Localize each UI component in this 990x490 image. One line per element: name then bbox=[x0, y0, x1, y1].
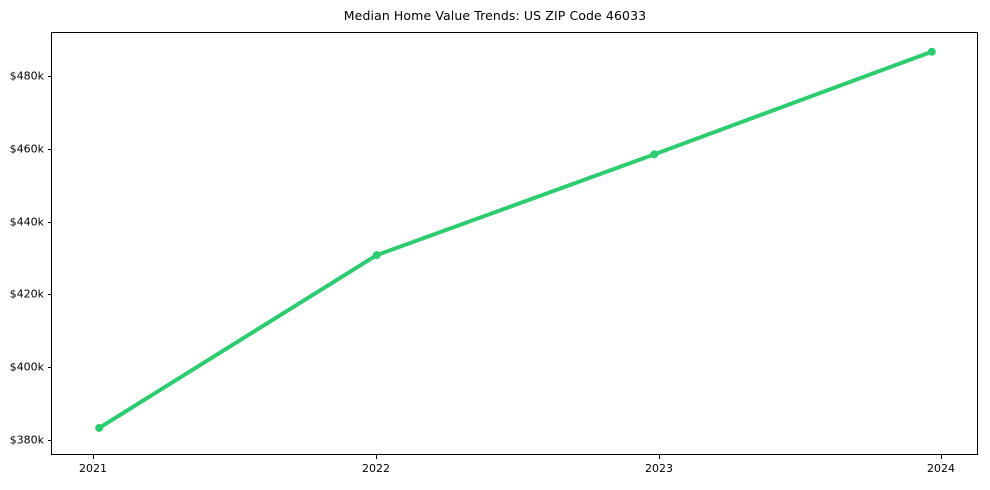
y-tick-mark-0 bbox=[47, 440, 52, 442]
y-tick-mark-4 bbox=[47, 149, 52, 151]
x-tick-label-3: 2024 bbox=[927, 462, 955, 475]
plot-area bbox=[51, 32, 978, 455]
y-tick-label-3: $440k bbox=[9, 215, 44, 229]
data-point-2022 bbox=[372, 251, 381, 260]
data-point-2023 bbox=[650, 150, 659, 159]
series-markers bbox=[95, 47, 936, 432]
x-tick-label-0: 2021 bbox=[79, 462, 107, 475]
y-tick-mark-5 bbox=[47, 76, 52, 78]
x-tick-mark-0 bbox=[93, 455, 95, 459]
y-tick-label-4: $460k bbox=[9, 142, 44, 156]
y-tick-mark-3 bbox=[47, 222, 52, 224]
x-tick-mark-2 bbox=[659, 455, 661, 459]
data-point-2024 bbox=[927, 47, 936, 56]
y-tick-label-2: $420k bbox=[9, 287, 44, 301]
series-line-median-home-value bbox=[97, 49, 934, 430]
x-tick-mark-3 bbox=[941, 455, 943, 459]
y-tick-mark-2 bbox=[47, 294, 52, 296]
x-tick-label-1: 2022 bbox=[362, 462, 390, 475]
y-tick-label-0: $380k bbox=[9, 433, 44, 447]
y-tick-label-1: $400k bbox=[9, 360, 44, 374]
y-tick-label-5: $480k bbox=[9, 69, 44, 83]
y-tick-mark-1 bbox=[47, 367, 52, 369]
y-axis-tick-labels: $380k $400k $420k $440k $460k $480k bbox=[0, 0, 44, 490]
chart-title: Median Home Value Trends: US ZIP Code 46… bbox=[343, 8, 647, 23]
line-series-svg bbox=[95, 47, 936, 432]
data-point-2021 bbox=[95, 423, 104, 432]
x-tick-mark-1 bbox=[376, 455, 378, 459]
x-tick-label-2: 2023 bbox=[645, 462, 673, 475]
